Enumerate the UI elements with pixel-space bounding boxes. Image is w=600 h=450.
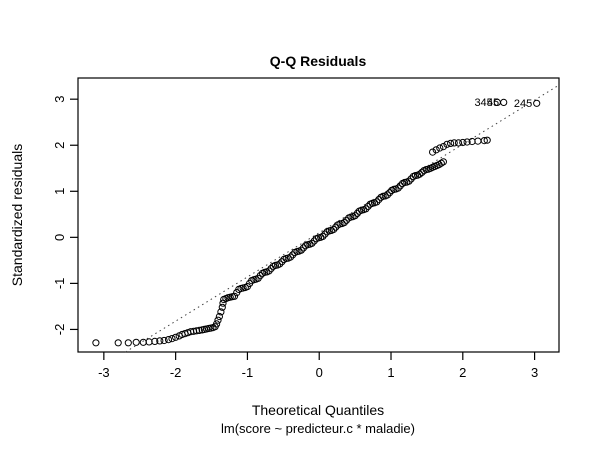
outlier-point-label: 245 <box>514 98 532 110</box>
data-point <box>319 232 327 240</box>
data-point <box>168 335 176 343</box>
y-tick-label: 3 <box>52 96 67 103</box>
data-point <box>362 205 370 213</box>
data-point <box>276 260 284 268</box>
x-axis: -3 -2 -1 0 1 2 3 <box>98 352 538 380</box>
data-point <box>373 198 381 206</box>
outlier-point <box>533 99 541 107</box>
data-point <box>432 146 440 154</box>
reference-line-layer <box>125 84 560 353</box>
x-tick-label: -1 <box>242 365 254 380</box>
model-caption: lm(score ~ predicteur.c * maladie) <box>221 421 415 436</box>
data-point <box>439 158 447 166</box>
data-point <box>454 139 463 147</box>
data-point <box>164 336 173 344</box>
data-point <box>351 212 359 220</box>
y-axis-title: Standardized residuals <box>9 144 25 286</box>
x-axis-title: Theoretical Quantiles <box>252 402 384 418</box>
data-point <box>480 137 488 145</box>
data-point <box>156 337 164 345</box>
y-tick-label: 1 <box>52 188 67 195</box>
data-point <box>340 219 348 227</box>
x-tick-label: 2 <box>459 365 466 380</box>
y-axis: -2 -1 0 1 2 3 <box>52 96 78 336</box>
qq-reference-line <box>125 84 560 353</box>
data-point <box>213 320 221 328</box>
data-point <box>160 336 168 345</box>
data-point <box>151 337 159 345</box>
data-point <box>463 138 471 146</box>
data-point <box>114 339 122 347</box>
y-tick-label: 0 <box>52 234 67 241</box>
data-point <box>217 308 225 316</box>
plot-frame <box>77 77 560 353</box>
data-point <box>195 326 203 334</box>
data-point <box>132 338 140 346</box>
x-tick-label: 1 <box>387 365 394 380</box>
data-point <box>450 139 458 147</box>
data-point <box>139 338 147 346</box>
data-point <box>172 333 180 341</box>
x-tick-label: 3 <box>531 365 538 380</box>
data-point <box>439 143 447 151</box>
data-points-layer <box>92 136 491 347</box>
data-point <box>429 148 437 156</box>
outlier-point <box>500 98 508 107</box>
data-point <box>483 136 491 144</box>
data-point <box>215 312 223 321</box>
plot-title: Q-Q Residuals <box>270 53 367 69</box>
data-point <box>218 303 226 311</box>
data-point <box>92 339 100 347</box>
outlier-point-label: 345 <box>474 97 492 109</box>
y-tick-label: -2 <box>52 324 67 336</box>
data-point <box>230 292 239 300</box>
data-point <box>383 191 391 199</box>
y-tick-label: 2 <box>52 142 67 149</box>
data-point <box>214 316 222 324</box>
data-point <box>297 246 305 254</box>
data-point <box>308 239 316 247</box>
x-tick-label: 0 <box>316 365 323 380</box>
data-point <box>447 139 455 147</box>
data-point <box>459 138 467 147</box>
y-tick-label: -1 <box>52 278 67 290</box>
data-point <box>394 184 402 192</box>
data-point <box>405 177 413 185</box>
x-tick-label: -2 <box>170 365 182 380</box>
data-point <box>265 267 273 275</box>
data-point <box>437 159 445 167</box>
x-tick-label: -3 <box>98 365 110 380</box>
data-point <box>474 137 482 145</box>
data-point <box>443 140 451 148</box>
outlier-point-label: 45 <box>487 97 499 109</box>
data-point <box>416 170 424 178</box>
data-point <box>330 225 338 234</box>
data-point <box>124 339 132 347</box>
data-point <box>436 144 444 152</box>
data-point <box>286 253 295 261</box>
